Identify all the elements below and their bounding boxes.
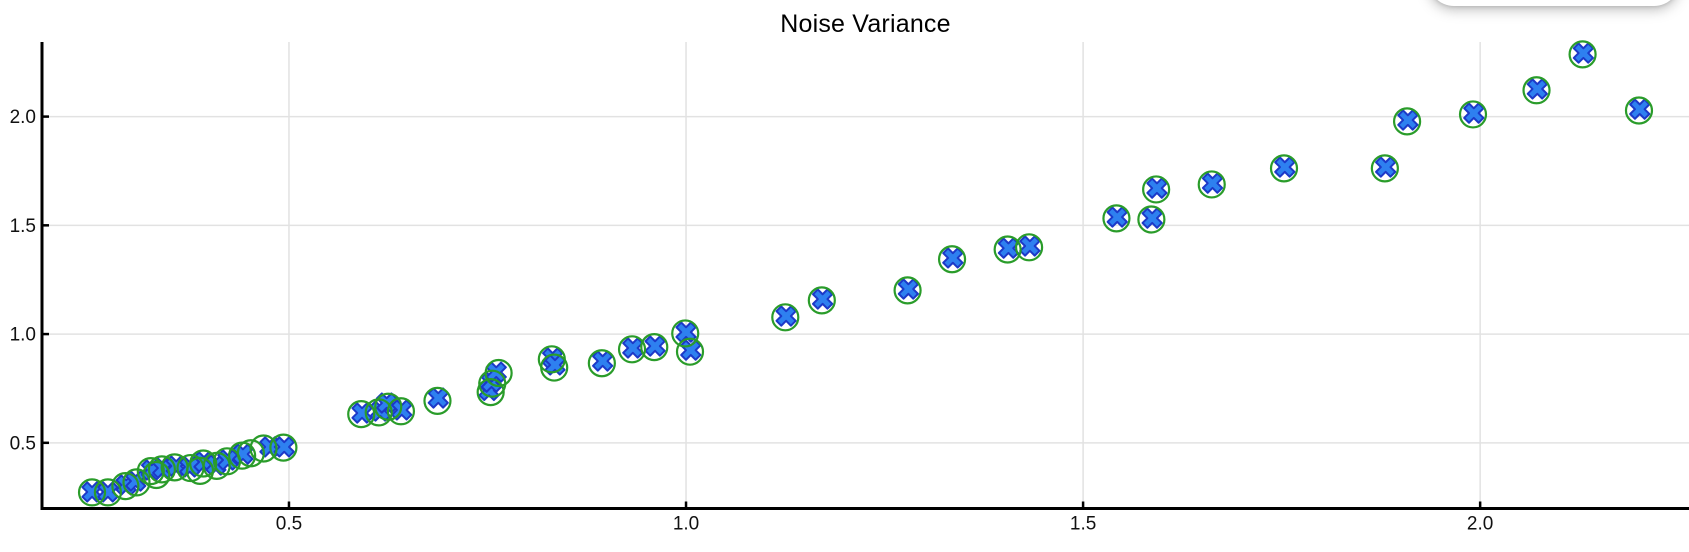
data-point-circle bbox=[142, 460, 171, 490]
data-point-circle bbox=[540, 353, 569, 382]
data-point-circle bbox=[993, 235, 1022, 264]
data-point-circle bbox=[484, 358, 513, 388]
y-tick-label: 1.5 bbox=[10, 216, 36, 237]
data-point-circle bbox=[423, 386, 452, 415]
data-point-circle bbox=[893, 276, 922, 305]
data-point-circle bbox=[93, 478, 123, 507]
data-point-circle bbox=[807, 286, 836, 315]
data-point-circle bbox=[1102, 204, 1131, 233]
data-point-circle bbox=[147, 455, 177, 484]
corner-overlay-card bbox=[1428, 0, 1680, 6]
data-point-circle bbox=[587, 349, 616, 378]
y-tick-label: 1.0 bbox=[10, 325, 36, 346]
data-point-circle bbox=[77, 478, 107, 507]
data-point-circle bbox=[640, 333, 669, 362]
data-point-circle bbox=[1568, 40, 1597, 69]
chart-title: Noise Variance bbox=[780, 10, 951, 38]
data-point-circle bbox=[617, 335, 647, 364]
y-tick-label: 2.0 bbox=[10, 107, 36, 128]
data-point-circle bbox=[1197, 170, 1226, 199]
data-point-circle bbox=[937, 245, 967, 274]
data-point-circle bbox=[476, 378, 505, 407]
data-point-circle bbox=[671, 319, 700, 348]
data-point-circle bbox=[374, 392, 403, 421]
data-point-circle bbox=[1522, 76, 1551, 105]
data-point-circle bbox=[347, 400, 376, 429]
data-point-circle bbox=[189, 449, 218, 478]
data-point-circle bbox=[249, 434, 278, 463]
data-point-circle bbox=[136, 456, 165, 486]
x-tick-label: 1.5 bbox=[1070, 514, 1096, 535]
data-point-circle bbox=[1269, 154, 1299, 183]
data-point-circle bbox=[1014, 233, 1044, 262]
data-point-circle bbox=[1624, 96, 1654, 125]
data-point-circle bbox=[111, 471, 140, 501]
x-tick-label: 1.0 bbox=[673, 514, 699, 535]
data-point-cross bbox=[273, 436, 295, 458]
data-point-circle bbox=[236, 439, 265, 468]
data-point-circle bbox=[1142, 175, 1171, 204]
data-point-circle bbox=[1370, 154, 1399, 183]
x-tick-label: 2.0 bbox=[1467, 514, 1493, 535]
data-point-cross bbox=[125, 470, 147, 492]
data-point-circle bbox=[1137, 205, 1166, 234]
y-tick-label: 0.5 bbox=[10, 433, 36, 454]
data-point-circle bbox=[1458, 100, 1488, 129]
data-point-circle bbox=[1392, 107, 1422, 136]
data-point-circle bbox=[771, 303, 800, 332]
data-point-circle bbox=[386, 397, 416, 426]
data-point-circle bbox=[122, 468, 151, 497]
data-point-circle bbox=[675, 337, 705, 366]
x-tick-label: 0.5 bbox=[276, 514, 302, 535]
data-point-circle bbox=[269, 433, 298, 462]
